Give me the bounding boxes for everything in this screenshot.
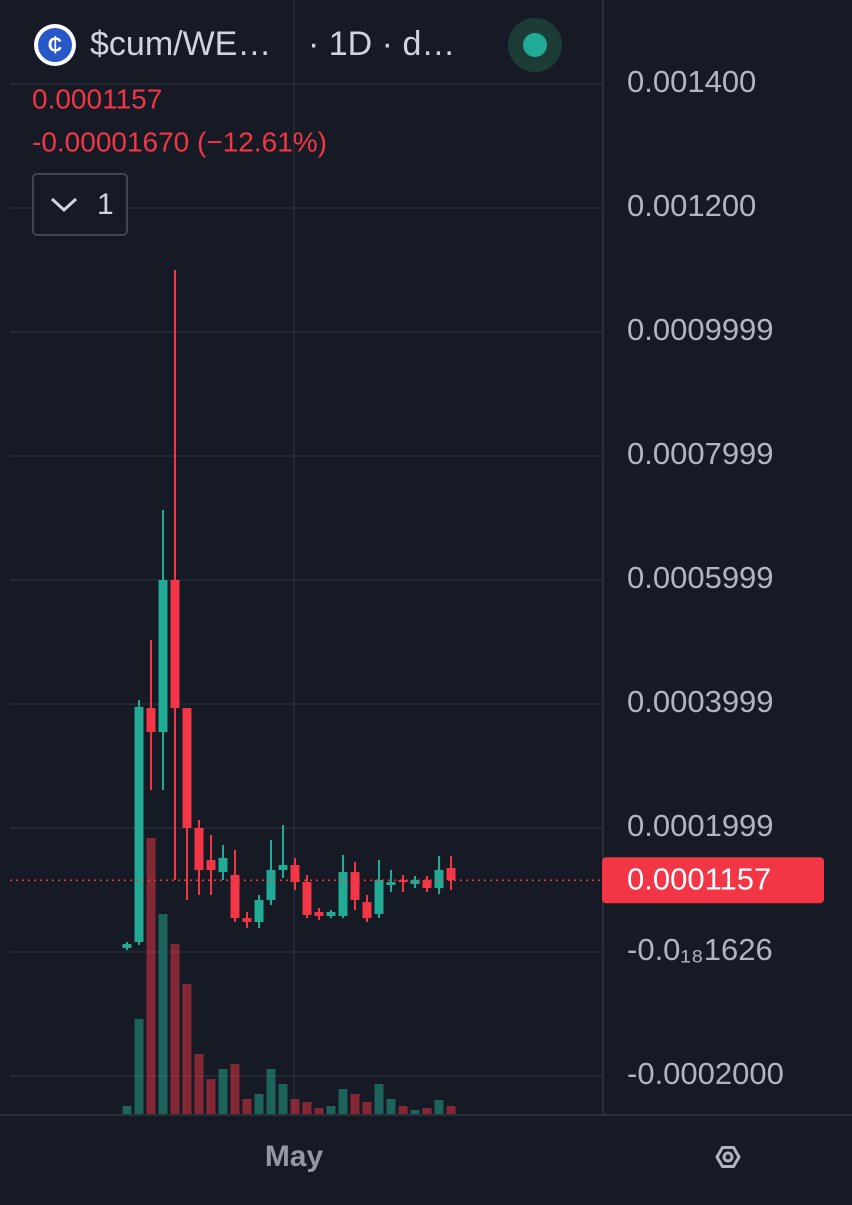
interval[interactable]: · 1D · d… (308, 25, 455, 63)
volume-bar (302, 1102, 312, 1114)
grid (10, 0, 602, 1114)
candle-body (170, 580, 180, 709)
y-tick-label: 0.0009999 (627, 312, 774, 347)
volume (122, 838, 456, 1114)
header-price: 0.0001157 (32, 83, 162, 114)
volume-bar (146, 838, 156, 1114)
candle-body (422, 880, 432, 889)
volume-bar (386, 1099, 396, 1114)
candle-body (134, 706, 144, 943)
volume-bar (122, 1106, 132, 1114)
volume-bar (206, 1079, 216, 1114)
volume-bar (398, 1106, 408, 1114)
settings[interactable] (715, 1146, 741, 1168)
y-tick-label: 0.0007999 (627, 436, 774, 471)
candle-body (206, 859, 216, 870)
candle-body (194, 827, 204, 870)
settings-icon[interactable] (715, 1146, 741, 1168)
volume-bar (182, 984, 192, 1114)
volume-bar (314, 1108, 324, 1114)
indicator-count: 1 (97, 188, 114, 221)
candle-body (158, 580, 168, 733)
volume-bar (374, 1084, 384, 1114)
icon-glyph: ₵ (48, 34, 62, 56)
volume-bar (362, 1102, 372, 1114)
candle-body (146, 708, 156, 733)
candle-body (374, 880, 384, 914)
candle-body (242, 918, 252, 922)
status-dot (523, 33, 547, 57)
volume-bar (242, 1099, 252, 1114)
candle-body (122, 943, 132, 948)
volume-bar (290, 1099, 300, 1114)
volume-bar (434, 1100, 444, 1114)
candle-body (326, 912, 336, 916)
candles (122, 270, 456, 951)
candle-body (446, 867, 456, 881)
volume-bar (422, 1108, 432, 1114)
candle-body (314, 912, 324, 916)
candle-body (350, 872, 360, 900)
volume-bar (170, 944, 180, 1114)
y-tick-label: 0.001400 (627, 64, 756, 99)
volume-bar (254, 1094, 264, 1114)
candle-body (302, 881, 312, 915)
settings-icon-center (722, 1151, 734, 1163)
volume-bar (278, 1084, 288, 1114)
volume-bar (134, 1019, 144, 1114)
candle-body (398, 880, 408, 883)
y-tick-label: 0.0005999 (627, 560, 774, 595)
candle-body (338, 872, 348, 916)
volume-bar (446, 1106, 456, 1114)
candle-body (254, 899, 264, 922)
y-tick-label: 0.0003999 (627, 684, 774, 719)
x-tick-label: May (265, 1140, 324, 1173)
price-label: 0.0001157 (627, 861, 771, 896)
candle-body (266, 869, 276, 900)
volume-bar (158, 914, 168, 1114)
y-tick-label: -0.0₁₈1626 (627, 932, 773, 967)
y-tick-label: 0.001200 (627, 188, 756, 223)
y-tick-label: 0.0001999 (627, 808, 774, 843)
candle-body (182, 708, 192, 828)
candle-body (230, 874, 240, 919)
header-change: -0.00001670 (−12.61%) (32, 126, 327, 157)
candle-body (362, 902, 372, 919)
volume-bar (410, 1110, 420, 1114)
volume-bar (218, 1069, 228, 1114)
symbol-icon-inner (38, 28, 72, 62)
price-label-bg (602, 857, 824, 904)
header: ₵ $cum/WE… · 1D · d… 0.0001157 -0.000016… (32, 18, 562, 236)
candle-body (386, 881, 396, 885)
volume-bar (230, 1064, 240, 1114)
volume-bar (350, 1094, 360, 1114)
volume-bar (338, 1089, 348, 1114)
candle-body (218, 858, 228, 873)
chevron (50, 197, 78, 213)
candle-body (290, 865, 300, 882)
candle-body (278, 865, 288, 870)
volume-bar (266, 1069, 276, 1114)
y-tick-label: -0.0002000 (627, 1056, 784, 1091)
volume-bar (326, 1106, 336, 1114)
volume-bar (194, 1054, 204, 1114)
symbol-title[interactable]: $cum/WE… (90, 25, 271, 63)
candle-body (434, 869, 444, 889)
candle-body (410, 880, 420, 884)
indicator-toggle[interactable] (32, 173, 128, 236)
